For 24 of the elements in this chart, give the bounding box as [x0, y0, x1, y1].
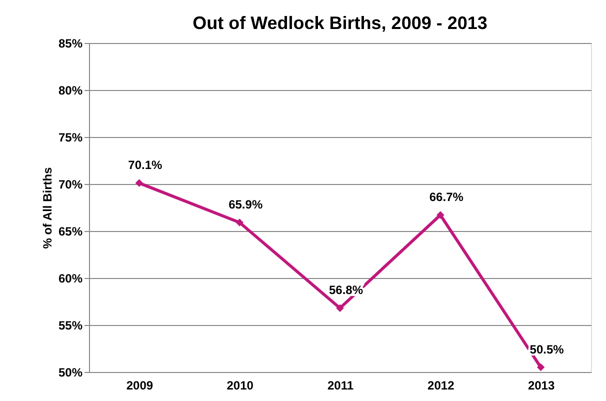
x-tick-label: 2013 [528, 378, 555, 392]
y-tick-label: 85% [58, 36, 83, 50]
point [536, 363, 545, 372]
y-tick-label: 65% [58, 224, 83, 238]
chart-title: Out of Wedlock Births, 2009 - 2013 [192, 13, 488, 33]
point [135, 179, 144, 187]
point [336, 304, 344, 312]
point [236, 218, 244, 226]
y-tick-label: 50% [58, 366, 83, 380]
data-label: 50.5% [530, 342, 564, 356]
y-tick-label: 60% [58, 272, 83, 286]
y-tick-label: 55% [58, 318, 83, 332]
x-tick-label: 2010 [226, 378, 254, 392]
y-tick-label: 70% [58, 178, 83, 192]
data-label: 70.1% [128, 158, 163, 172]
data-label: 65.9% [228, 198, 263, 212]
x-tick-label: 2012 [428, 378, 455, 392]
point [436, 211, 444, 219]
y-tick-label: 80% [58, 84, 83, 98]
y-axis-title: % of All Births [40, 166, 54, 249]
data-label: 66.7% [429, 190, 464, 204]
x-tick-label: 2011 [327, 378, 354, 392]
x-tick-label: 2009 [126, 378, 154, 392]
y-tick-label: 75% [58, 130, 83, 144]
